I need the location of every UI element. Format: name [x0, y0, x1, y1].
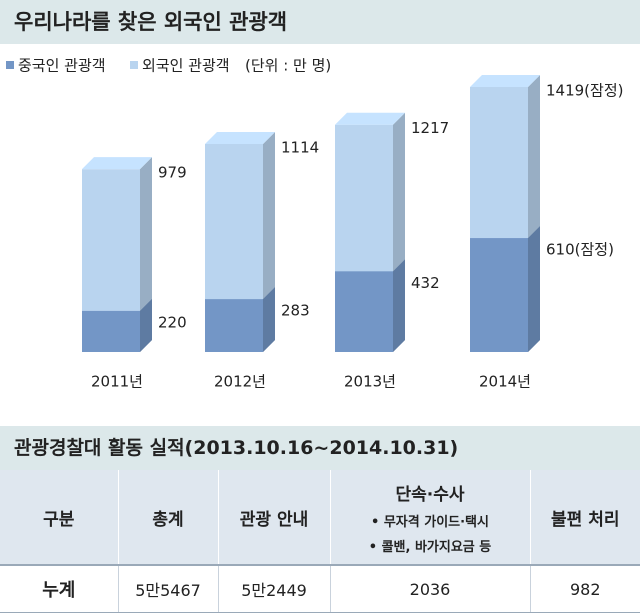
header-row: 구분 총계 관광 안내 단속·수사 • 무자격 가이드·택시 • 콜밴, 바가지요금…	[0, 470, 640, 566]
table-title: 관광경찰대 활동 실적(2013.10.16~2014.10.31)	[0, 426, 640, 470]
legend-label: 중국인 관광객	[18, 57, 106, 75]
bar-side	[140, 298, 152, 352]
bar	[335, 271, 393, 352]
value-label: 979	[158, 164, 187, 182]
header-label: 단속·수사	[395, 484, 465, 505]
unit-note: (단위 : 만 명)	[245, 57, 331, 75]
value-label: 1217	[411, 119, 449, 137]
bar	[82, 310, 140, 352]
data-row: 누계 5만5467 5만2449 2036 982	[0, 565, 640, 613]
legend-label: 외국인 관광객	[142, 57, 230, 75]
value-label: 610(잠정)	[546, 241, 614, 259]
value-label: 432	[411, 274, 440, 292]
cell: 2036	[329, 565, 530, 613]
value-label: 220	[158, 313, 187, 331]
x-tick-label: 2012년	[214, 373, 266, 391]
bar-top	[470, 75, 540, 87]
legend-swatch	[6, 61, 14, 69]
value-label: 1419(잠정)	[546, 82, 623, 100]
legend-swatch	[130, 61, 138, 69]
value-label: 1114	[281, 138, 319, 156]
x-tick-label: 2011년	[91, 373, 143, 391]
bar-top	[82, 157, 152, 170]
header-cell: 불편 처리	[529, 470, 640, 566]
bar-side	[528, 226, 540, 352]
chart-title: 우리나라를 찾은 외국인 관광객	[0, 0, 640, 44]
x-tick-label: 2013년	[344, 373, 396, 391]
header-cell: 총계	[117, 470, 218, 566]
bar-side	[263, 287, 275, 352]
bar-top	[205, 131, 275, 144]
bar	[205, 299, 263, 352]
table: 구분 총계 관광 안내 단속·수사 • 무자격 가이드·택시 • 콜밴, 바가지요금…	[0, 470, 640, 613]
value-label: 283	[281, 302, 310, 320]
cell: 5만5467	[117, 565, 218, 613]
bar	[470, 238, 528, 352]
header-cell: 단속·수사 • 무자격 가이드·택시 • 콜밴, 바가지요금 등	[329, 470, 530, 566]
header-note: • 무자격 가이드·택시	[371, 514, 489, 530]
cell: 5만2449	[217, 565, 330, 613]
x-tick-label: 2014년	[479, 373, 531, 391]
chart: 중국인 관광객 외국인 관광객 (단위 : 만 명) 979 220 2011년 11…	[6, 57, 623, 391]
bar-top	[335, 112, 405, 125]
bar-side	[393, 259, 405, 352]
header-cell: 관광 안내	[217, 470, 330, 566]
header-note: • 콜밴, 바가지요금 등	[368, 539, 492, 555]
cell: 982	[529, 565, 640, 613]
header-cell: 구분	[0, 470, 118, 566]
cell: 누계	[0, 565, 118, 613]
